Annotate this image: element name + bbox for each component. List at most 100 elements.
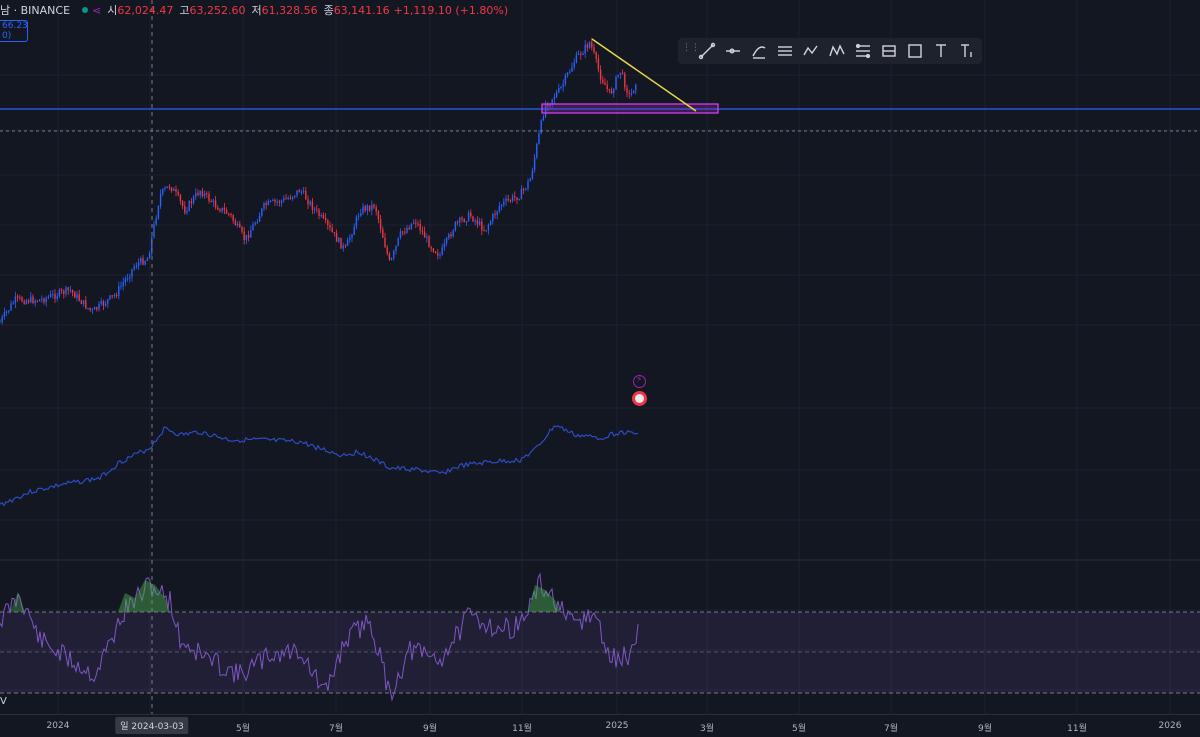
candle: [148, 253, 151, 259]
high-label: 고: [179, 4, 190, 17]
candle: [560, 86, 562, 89]
candle: [349, 237, 351, 240]
candle: [291, 196, 294, 199]
candle: [144, 260, 146, 265]
candle: [181, 201, 184, 206]
candle: [608, 89, 611, 91]
candle: [71, 290, 74, 293]
candle: [241, 227, 243, 232]
candle: [397, 237, 399, 246]
parallel-channel-icon[interactable]: [772, 40, 798, 62]
candle: [276, 201, 278, 203]
candle: [280, 200, 283, 203]
text-icon[interactable]: [928, 40, 954, 62]
x-tick: 7월: [328, 724, 344, 734]
candle: [283, 198, 285, 201]
oscillator-line: [0, 572, 639, 702]
rectangle-icon[interactable]: [902, 40, 928, 62]
x-tick: 5월: [791, 724, 807, 734]
candle: [496, 211, 498, 216]
candle: [364, 206, 366, 211]
crosshair-time-label: 일 2024-03-03: [115, 717, 189, 734]
candle: [269, 200, 272, 202]
candle: [65, 287, 67, 294]
candle: [569, 71, 571, 73]
fib-retracement-icon[interactable]: [850, 40, 876, 62]
time-axis[interactable]: 2024 5월 7월 9월 11월 2025 3월 5월 7월 9월 11월 2…: [0, 714, 1200, 737]
candle: [566, 72, 569, 76]
candle: [245, 234, 248, 241]
candle: [305, 190, 307, 200]
candle: [225, 210, 228, 214]
candle: [21, 297, 23, 302]
overbought-fill: [528, 585, 560, 612]
event-marker-lightning-icon[interactable]: ⚡: [633, 375, 646, 388]
candle: [254, 223, 256, 225]
candle: [100, 301, 102, 304]
candle: [399, 231, 402, 238]
candle: [223, 207, 226, 211]
candle: [591, 42, 593, 48]
candle: [219, 209, 221, 212]
price-tag: 66.23 0): [0, 20, 28, 42]
candle: [170, 187, 173, 191]
candle: [78, 294, 80, 301]
change-value: +1,119.10 (+1.80%): [393, 3, 509, 17]
candle: [549, 103, 551, 107]
candle: [41, 298, 43, 300]
candle: [426, 236, 428, 238]
open-label: 시: [107, 4, 118, 17]
share-icon[interactable]: ⋖: [92, 3, 102, 17]
candle: [300, 191, 303, 193]
symbol-name[interactable]: 남 · BINANCE: [0, 4, 71, 17]
horizontal-ray-icon[interactable]: [720, 40, 746, 62]
event-marker-flag-icon[interactable]: [632, 391, 647, 406]
candle: [595, 52, 597, 59]
candle: [456, 221, 459, 223]
candle: [544, 104, 547, 117]
candle: [236, 223, 239, 226]
candle: [481, 221, 483, 231]
candle: [201, 190, 204, 197]
trend-line-icon[interactable]: [694, 40, 720, 62]
x-tick: 3월: [699, 724, 715, 734]
candle: [247, 234, 250, 238]
candle: [613, 89, 615, 94]
candle: [357, 215, 360, 217]
candle: [626, 87, 628, 93]
drawing-toolbar: ⋮⋮: [678, 38, 982, 64]
low-value: 61,328.56: [261, 3, 318, 17]
candle: [586, 44, 589, 48]
candle: [113, 294, 116, 296]
curve-icon[interactable]: [746, 40, 772, 62]
anchored-text-icon[interactable]: [954, 40, 980, 62]
gann-box-icon[interactable]: [876, 40, 902, 62]
candle: [36, 300, 39, 302]
candle: [272, 199, 274, 201]
candle: [575, 54, 578, 63]
candle: [32, 296, 34, 304]
candle: [109, 295, 111, 300]
candle: [298, 190, 300, 193]
candle: [131, 269, 133, 277]
candle: [285, 198, 287, 200]
candle: [82, 300, 85, 305]
candle: [555, 92, 558, 98]
candle: [142, 258, 144, 265]
candle: [382, 229, 384, 238]
candle: [137, 262, 140, 267]
drag-handle-icon[interactable]: ⋮⋮: [682, 43, 700, 53]
candle: [492, 214, 494, 222]
candle: [5, 311, 8, 313]
oscillator-label: V: [0, 696, 7, 707]
candle: [410, 223, 413, 230]
candle: [129, 276, 131, 279]
candle: [393, 250, 395, 259]
path-icon[interactable]: [798, 40, 824, 62]
x-tick: 2025: [605, 721, 629, 731]
candle: [553, 97, 556, 100]
xabcd-pattern-icon[interactable]: [824, 40, 850, 62]
candle: [412, 222, 415, 224]
indicator-line: [0, 425, 639, 507]
